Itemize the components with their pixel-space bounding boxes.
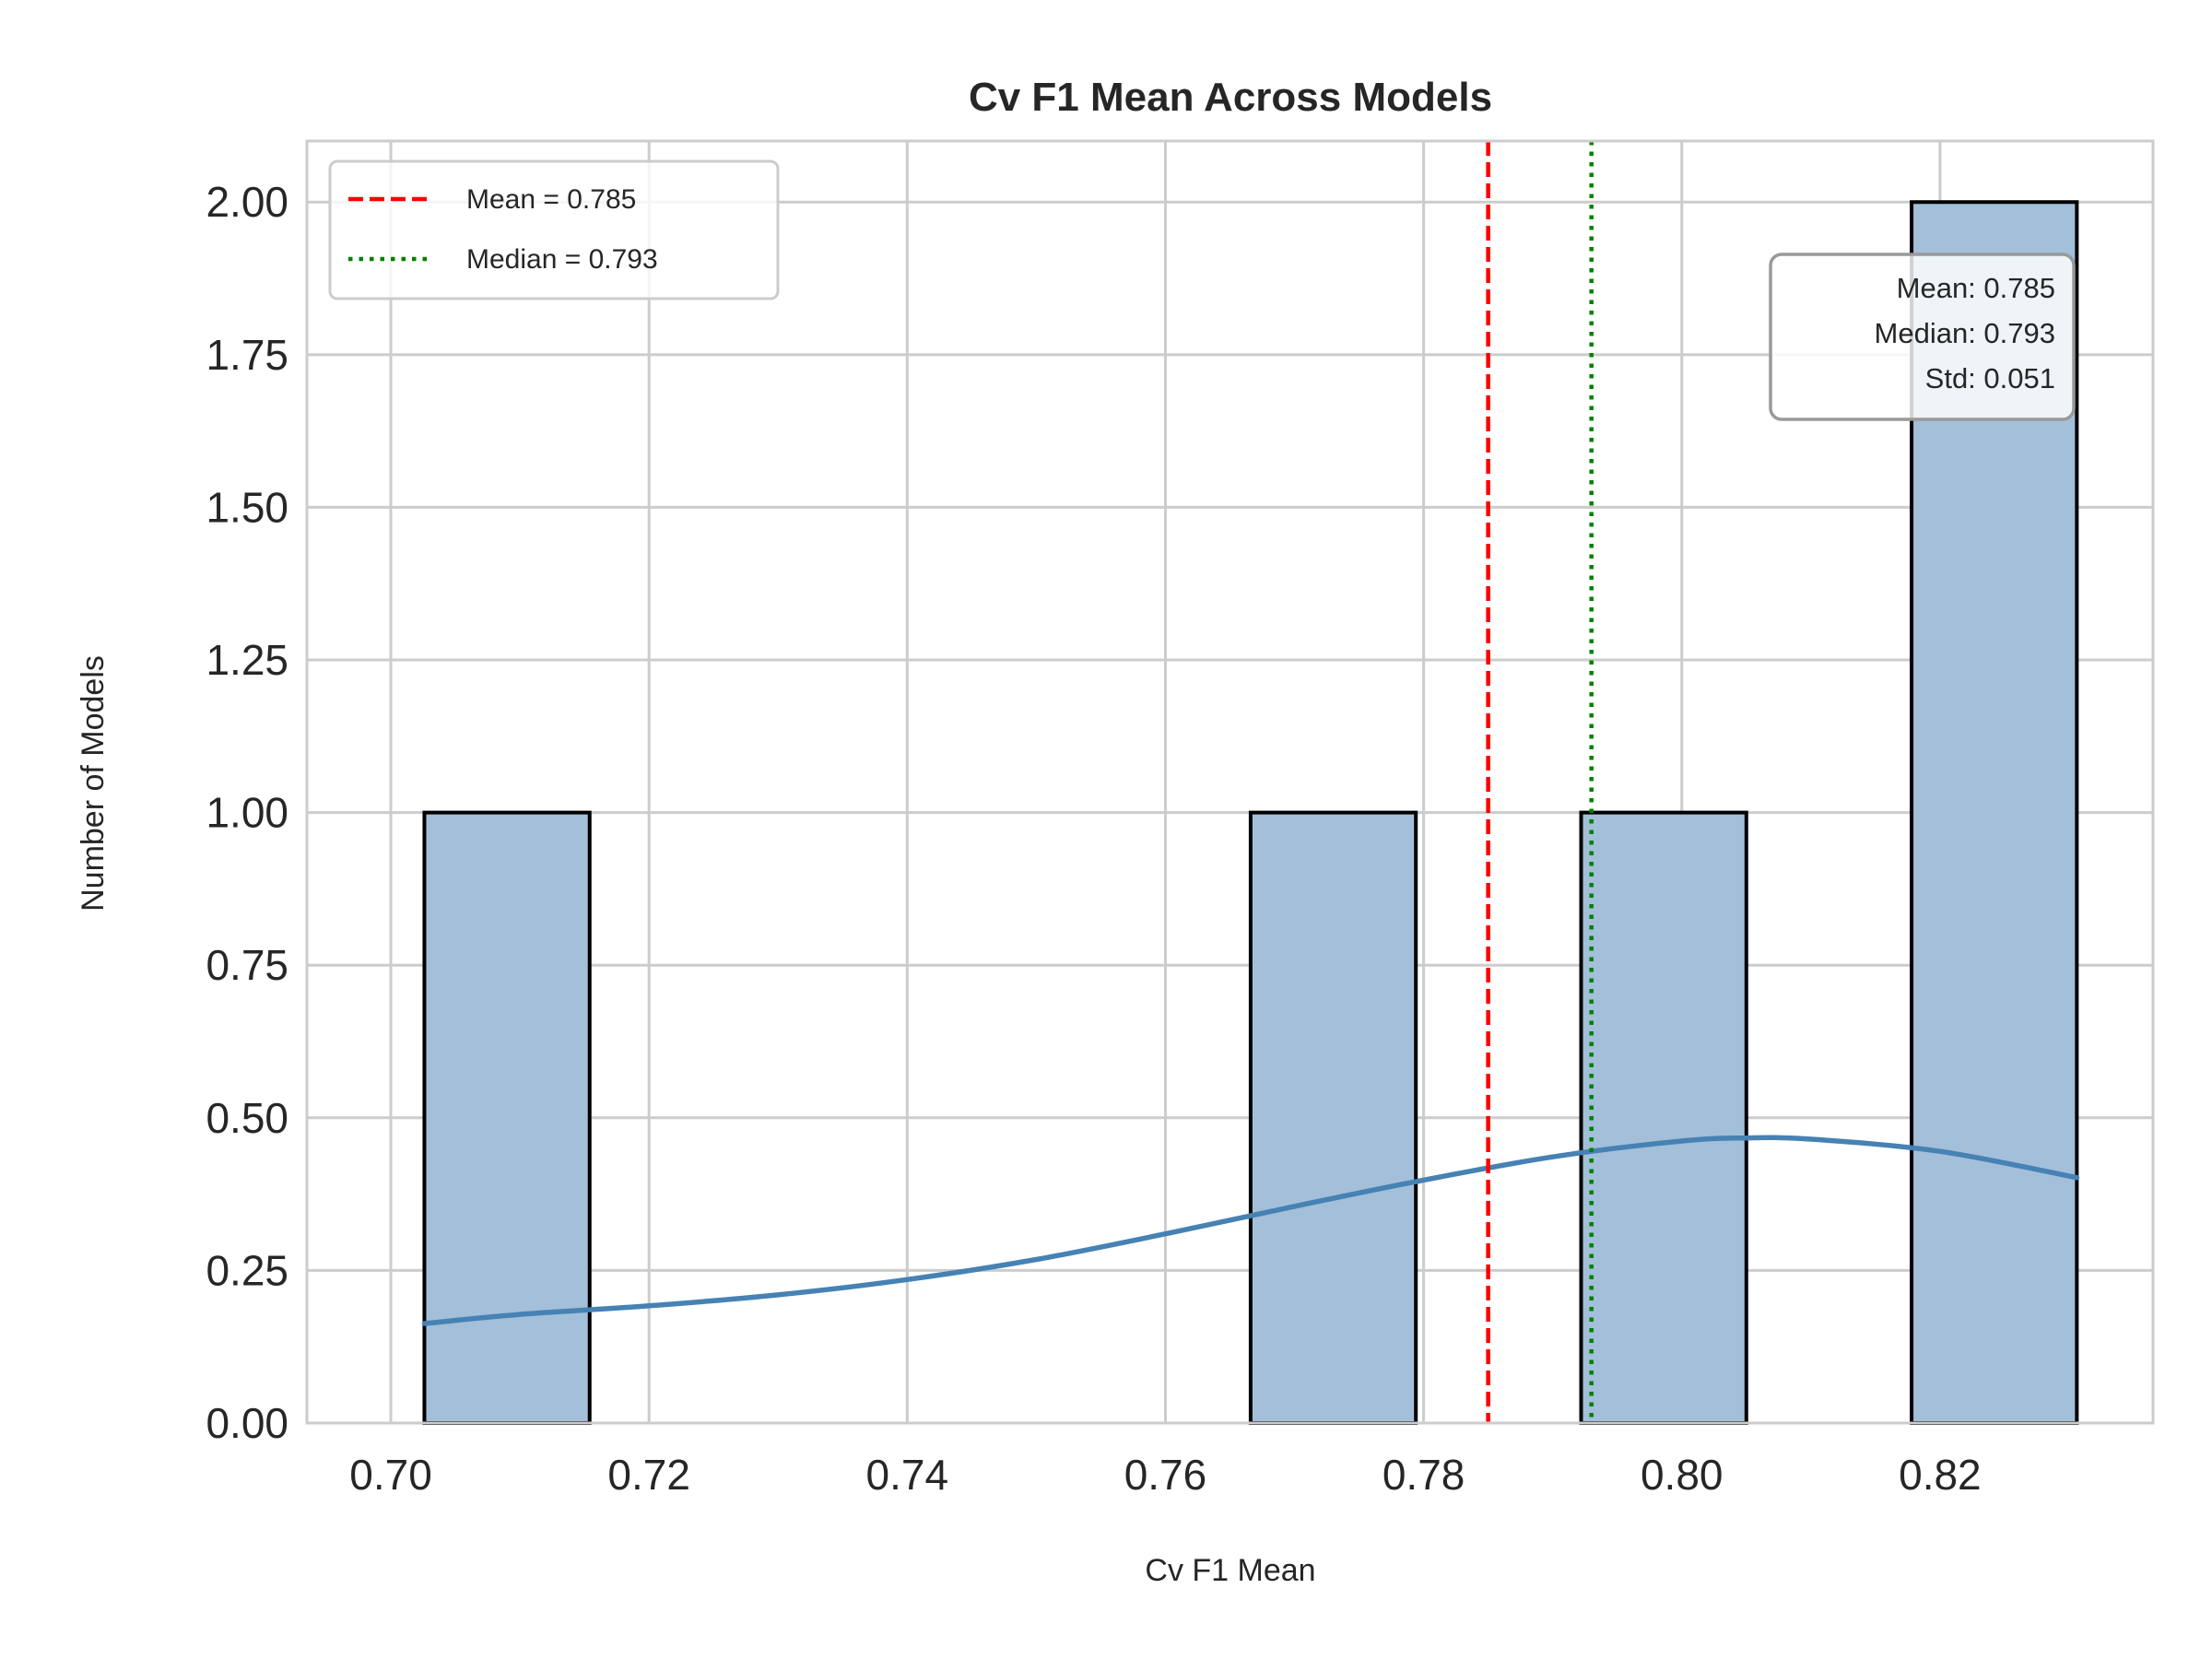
histogram-bar [1579, 810, 1748, 1425]
stats-box: Mean: 0.785 Median: 0.793 Std: 0.051 [1769, 253, 2076, 421]
stats-mean: Mean: 0.785 [1897, 272, 2055, 304]
stats-std: Std: 0.051 [1925, 362, 2055, 394]
y-tick-label: 1.00 [206, 789, 288, 837]
histogram-bar [422, 810, 592, 1425]
y-axis-label: Number of Models [76, 655, 111, 912]
legend-mean-label: Mean = 0.785 [466, 184, 636, 215]
kde-curve-group [421, 1135, 2080, 1326]
y-tick-label: 2.00 [206, 178, 288, 226]
x-tick-label: 0.72 [607, 1451, 690, 1499]
stats-median: Median: 0.793 [1875, 317, 2055, 349]
y-tick-label: 0.75 [206, 941, 288, 989]
x-tick-label: 0.80 [1641, 1451, 1724, 1499]
y-tick-label: 0.50 [206, 1094, 288, 1142]
y-tick-label: 0.25 [206, 1246, 288, 1294]
legend-median-label: Median = 0.793 [466, 244, 658, 275]
plot-frame [305, 139, 2155, 1425]
y-axis-ticks: 0.00 0.25 0.50 0.75 1.00 1.25 1.50 1.75 2.00 [206, 178, 288, 1447]
legend: Mean = 0.785 Median = 0.793 [328, 159, 780, 300]
x-tick-label: 0.70 [349, 1451, 432, 1499]
y-tick-label: 1.75 [206, 331, 288, 379]
x-tick-label: 0.78 [1382, 1451, 1465, 1499]
kde-curve [421, 1135, 2080, 1326]
chart-title: Cv F1 Mean Across Models [969, 75, 1492, 120]
stats-box-frame [1769, 253, 2076, 421]
x-tick-label: 0.76 [1124, 1451, 1207, 1499]
histogram-bar [1248, 810, 1418, 1425]
reference-lines [1486, 141, 1594, 1423]
x-tick-label: 0.82 [1899, 1451, 1982, 1499]
grid [307, 141, 2153, 1425]
legend-box [328, 159, 780, 300]
y-tick-label: 1.25 [206, 636, 288, 684]
y-tick-label: 0.00 [206, 1399, 288, 1447]
y-tick-label: 1.50 [206, 483, 288, 531]
x-axis-ticks: 0.70 0.72 0.74 0.76 0.78 0.80 0.82 [349, 1451, 1981, 1499]
x-axis-label: Cv F1 Mean [1145, 1553, 1315, 1588]
x-tick-label: 0.74 [866, 1451, 949, 1499]
